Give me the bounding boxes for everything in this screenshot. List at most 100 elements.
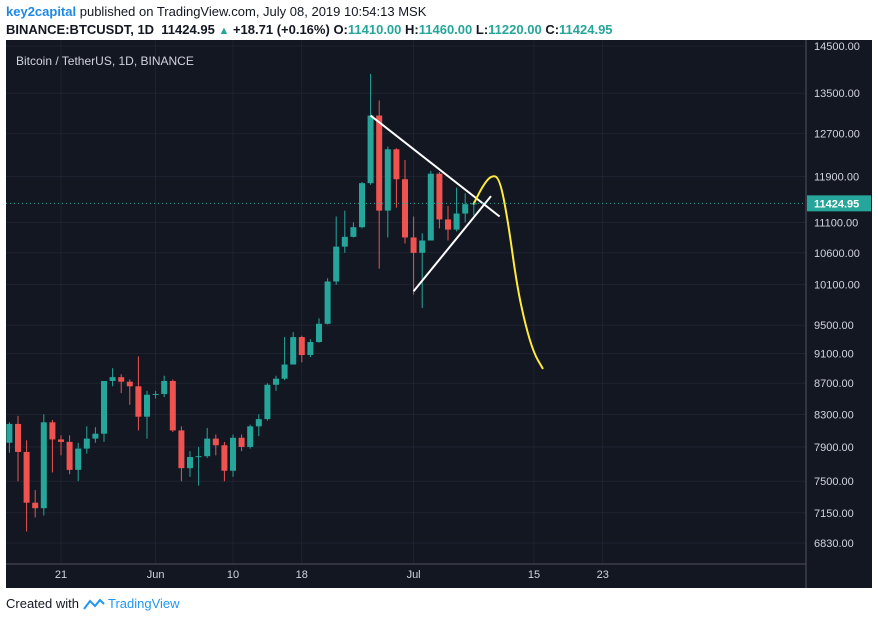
candle-body: [410, 237, 417, 253]
candle-body: [126, 381, 133, 387]
low-value: 11220.00: [488, 22, 542, 37]
candle-body: [161, 380, 168, 394]
open-label: O:: [333, 22, 348, 37]
time-axis-labels[interactable]: 21 Jun 10 18 Jul 15 23: [55, 569, 609, 581]
candle-body: [307, 342, 314, 356]
candle-body: [453, 213, 460, 230]
price-tick-label: 10600.00: [814, 248, 860, 260]
last-price-tag-label: 11424.95: [814, 198, 859, 210]
price-axis-labels: 14500.00 13500.00 12700.00 11900.00 11100.00…: [814, 41, 860, 550]
candle-body: [367, 115, 374, 184]
time-tick-label: 18: [296, 569, 308, 581]
footer: Created with TradingView: [6, 596, 180, 611]
author-link[interactable]: key2capital: [6, 4, 77, 19]
published-text: published on TradingView.com, July 08, 2…: [79, 4, 427, 19]
created-with-label: Created with: [6, 596, 79, 611]
high-label: H:: [405, 22, 419, 37]
triangle-trendline: [412, 195, 492, 292]
high-value: 11460.00: [418, 22, 473, 37]
candle-body: [247, 426, 254, 447]
tradingview-logo-icon: [83, 598, 105, 610]
price-tick-label: 9500.00: [814, 320, 854, 332]
projection-curve: [472, 175, 544, 370]
close-label: C:: [545, 22, 560, 37]
price-tick-label: 14500.00: [814, 41, 860, 53]
candle-body: [333, 246, 340, 282]
last-price-marker: 11424.95: [6, 195, 871, 212]
price-tick-label: 6830.00: [814, 538, 854, 550]
chart-title: Bitcoin / TetherUS, 1D, BINANCE: [16, 54, 194, 68]
candle-body: [187, 457, 193, 469]
candle-body: [178, 430, 185, 469]
candle-body: [384, 149, 391, 211]
candle-body: [32, 502, 39, 509]
candle-body: [144, 394, 150, 417]
price-tick-label: 11100.00: [814, 217, 858, 229]
candle-body: [273, 378, 279, 385]
candle-body: [204, 438, 211, 457]
price-tick-label: 13500.00: [814, 88, 860, 100]
candle-body: [324, 281, 331, 324]
candle-body: [92, 433, 99, 439]
publish-info: key2capital published on TradingView.com…: [6, 4, 426, 19]
candle-body: [316, 323, 322, 343]
price-chart[interactable]: 14500.00 13500.00 12700.00 11900.00 11100.00…: [6, 40, 872, 588]
candle-body: [212, 438, 219, 446]
candle-body: [436, 173, 443, 220]
candle-body: [230, 437, 236, 471]
candle-body: [40, 422, 47, 509]
price-tick-label: 10100.00: [814, 280, 860, 292]
price-tick-label: 8700.00: [814, 378, 854, 390]
candle-body: [290, 337, 297, 365]
candle-body: [66, 441, 73, 470]
time-tick-label: 15: [528, 569, 540, 581]
candle-body: [109, 377, 116, 381]
open-value: 11410.00: [347, 22, 402, 37]
low-label: L:: [475, 22, 489, 37]
candle-body: [427, 173, 434, 241]
candles: [6, 73, 477, 532]
candle-body: [281, 364, 288, 379]
tradingview-brand: TradingView: [107, 596, 180, 611]
candle-body: [135, 386, 142, 417]
last-price-tag: [807, 195, 871, 212]
candle-body: [341, 236, 348, 247]
candle-body: [359, 183, 365, 228]
time-tick-label: 21: [55, 569, 67, 581]
candle-body: [221, 445, 228, 471]
candle-body: [152, 393, 159, 395]
candle-body: [118, 377, 125, 382]
close-value: 11424.95: [559, 22, 613, 37]
candle-body: [75, 448, 82, 470]
candle-body: [350, 227, 357, 237]
time-tick-label: Jul: [407, 569, 421, 581]
price-tick-label: 7900.00: [814, 442, 854, 454]
tradingview-logo[interactable]: TradingView: [83, 596, 180, 611]
price-axis[interactable]: [806, 40, 872, 588]
candle-body: [169, 380, 176, 431]
candle-body: [462, 204, 469, 214]
price-change: +18.71 (+0.16%): [232, 22, 330, 37]
candle-body: [419, 240, 426, 253]
candle-body: [49, 422, 56, 440]
chart-background: [6, 40, 872, 588]
last-price: 11424.95: [161, 22, 215, 37]
candle-body: [393, 149, 400, 180]
candle-body: [402, 179, 408, 238]
ohlc-legend: BINANCE:BTCUSDT, 1D 11424.95 ▲ +18.71 (+…: [6, 22, 613, 37]
price-tick-label: 7500.00: [814, 476, 854, 488]
time-tick-label: Jun: [147, 569, 165, 581]
candle-body: [6, 423, 13, 443]
candle-body: [238, 437, 245, 447]
symbol-label: BINANCE:BTCUSDT, 1D: [6, 22, 155, 37]
triangle-trendline: [369, 114, 501, 218]
up-arrow-icon: ▲: [218, 25, 230, 37]
price-tick-label: 12700.00: [814, 129, 860, 141]
candle-body: [23, 451, 30, 503]
candle-body: [195, 456, 202, 458]
candle-body: [83, 438, 90, 449]
time-tick-label: 23: [597, 569, 609, 581]
candle-body: [264, 384, 271, 420]
candle-body: [445, 219, 451, 230]
candle-body: [101, 380, 107, 434]
